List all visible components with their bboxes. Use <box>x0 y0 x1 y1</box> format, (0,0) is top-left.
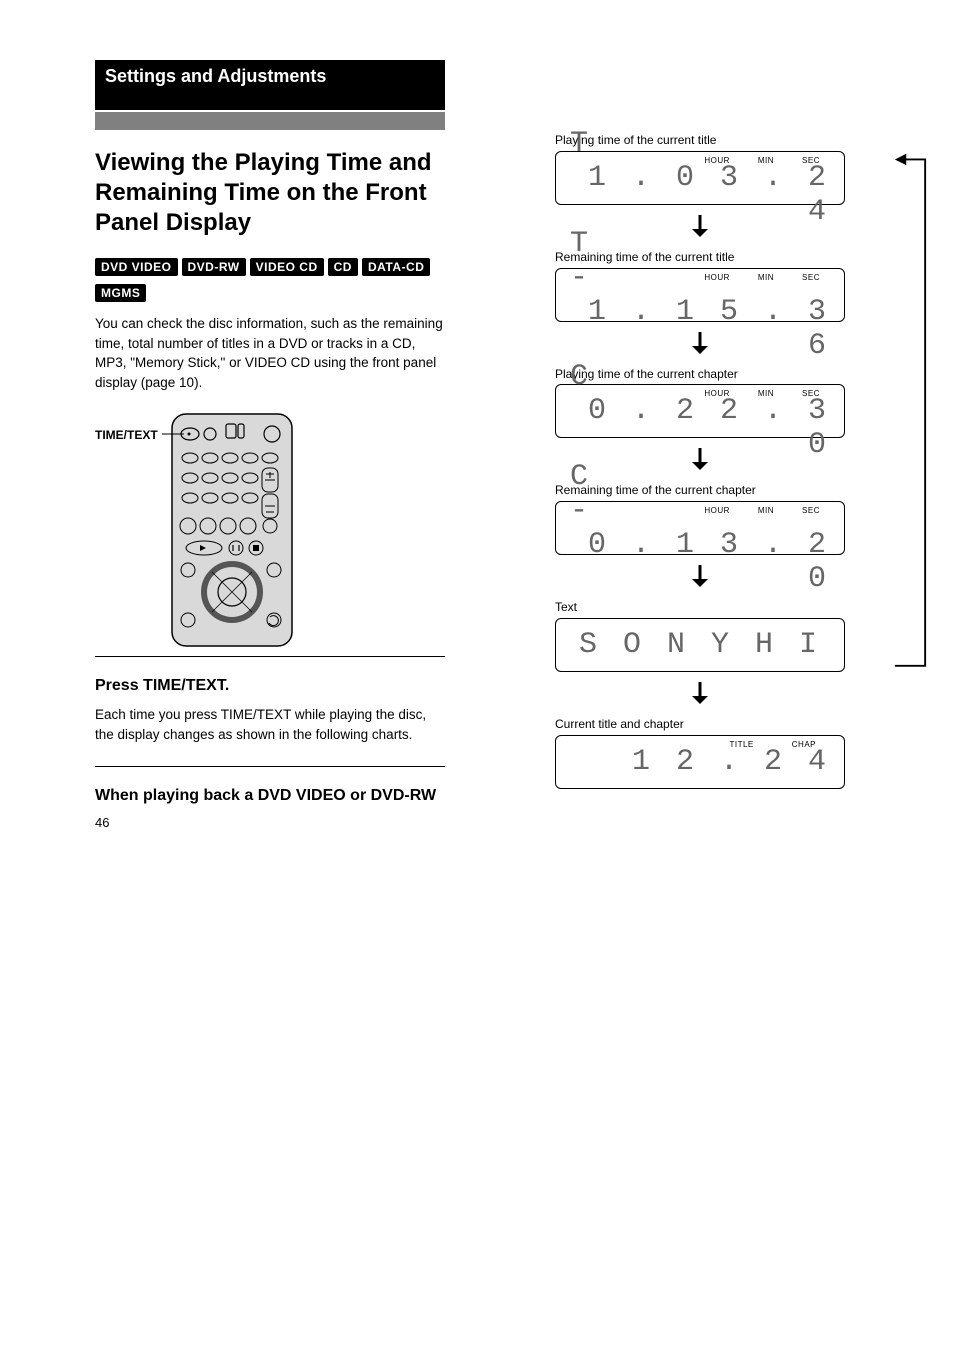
label-sec: SEC <box>802 156 820 165</box>
arrow-down-icon <box>688 680 712 706</box>
lcd-display-4: HOUR MIN SEC C - 0 . 1 3 . 2 0 <box>555 501 845 555</box>
lcd4-value: 0 . 1 3 . 2 0 <box>570 528 830 596</box>
remote-diagram: TIME/TEXT <box>95 410 445 650</box>
lcd6-value: 1 2 . 2 4 <box>632 745 830 779</box>
section-header-bar: Settings and Adjustments <box>95 60 445 110</box>
media-badges: DVD VIDEO DVD-RW VIDEO CD CD DATA-CD <box>95 258 445 276</box>
section-subheader-bar <box>95 112 445 130</box>
label-chap: CHAP <box>792 740 816 749</box>
page-number: 46 <box>95 815 109 830</box>
step-text: Each time you press TIME/TEXT while play… <box>95 705 445 744</box>
lcd2-prefix: T - <box>570 227 630 295</box>
label-title: TITLE <box>729 740 753 749</box>
lcd-display-6: TITLE CHAP 1 2 . 2 4 <box>555 735 845 789</box>
media-badges-row2: MGMS <box>95 284 445 302</box>
label-sec: SEC <box>802 389 820 398</box>
lcd4-prefix: C - <box>570 460 630 528</box>
badge-data-cd: DATA-CD <box>362 258 430 276</box>
label-min: MIN <box>758 506 774 515</box>
label-hour: HOUR <box>704 506 730 515</box>
label-hour: HOUR <box>704 156 730 165</box>
label-min: MIN <box>758 156 774 165</box>
label-sec: SEC <box>802 273 820 282</box>
divider <box>95 656 445 657</box>
remote-illustration <box>162 410 302 650</box>
chart-heading: When playing back a DVD VIDEO or DVD-RW <box>95 787 445 805</box>
label-min: MIN <box>758 389 774 398</box>
intro-text: You can check the disc information, such… <box>95 314 445 392</box>
badge-video-cd: VIDEO CD <box>250 258 324 276</box>
lcd-display-2: HOUR MIN SEC T - 1 . 1 5 . 3 6 <box>555 268 845 322</box>
divider <box>95 766 445 767</box>
remote-button-label: TIME/TEXT <box>95 428 158 442</box>
loop-arrow-icon <box>890 150 930 680</box>
section-title: Viewing the Playing Time and Remaining T… <box>95 148 445 238</box>
label-hour: HOUR <box>704 389 730 398</box>
lcd-display-1: HOUR MIN SEC T 1 . 0 3 . 2 4 <box>555 151 845 205</box>
lcd4-labels: HOUR MIN SEC <box>556 506 844 515</box>
badge-cd: CD <box>328 258 358 276</box>
lcd2-value: 1 . 1 5 . 3 6 <box>570 295 830 363</box>
step-heading: Press TIME/TEXT. <box>95 677 445 695</box>
lcd3-labels: HOUR MIN SEC <box>556 389 844 398</box>
lcd6-desc: Current title and chapter <box>555 716 845 733</box>
lcd-cycle-column: Playing time of the current title HOUR M… <box>510 130 890 789</box>
lcd5-value: S O N Y H I <box>570 628 830 662</box>
lcd1-value: 1 . 0 3 . 2 4 <box>570 161 830 229</box>
badge-dvd-video: DVD VIDEO <box>95 258 178 276</box>
lcd2-labels: HOUR MIN SEC <box>556 273 844 282</box>
lcd-display-5: S O N Y H I <box>555 618 845 672</box>
badge-mgms: MGMS <box>95 284 146 302</box>
lcd5-desc: Text <box>555 599 845 616</box>
lcd1-labels: HOUR MIN SEC <box>556 156 844 165</box>
lcd6-labels: TITLE CHAP <box>556 740 844 749</box>
label-min: MIN <box>758 273 774 282</box>
lcd-display-3: HOUR MIN SEC C 0 . 2 2 . 3 0 <box>555 384 845 438</box>
label-sec: SEC <box>802 506 820 515</box>
lcd3-value: 0 . 2 2 . 3 0 <box>570 394 830 462</box>
badge-dvd-rw: DVD-RW <box>182 258 246 276</box>
label-hour: HOUR <box>704 273 730 282</box>
